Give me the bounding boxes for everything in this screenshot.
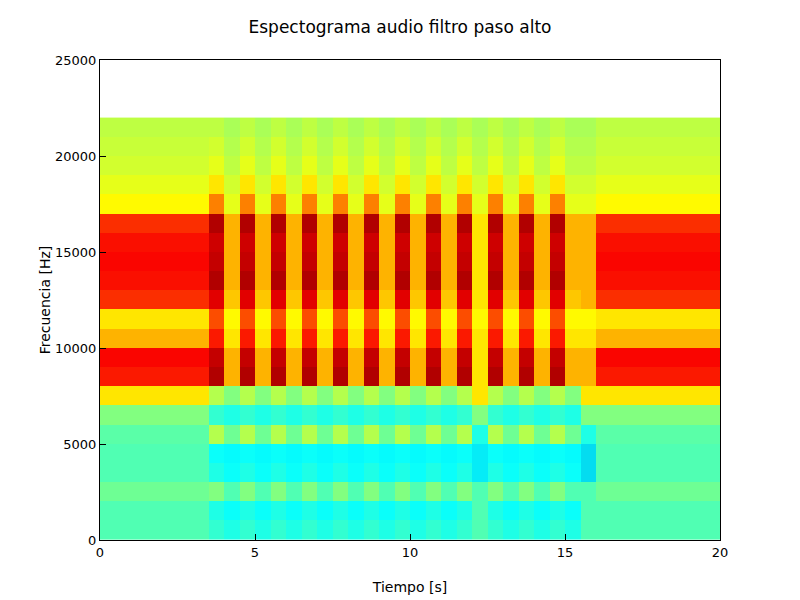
svg-text:10000: 10000 bbox=[55, 341, 96, 356]
svg-text:5: 5 bbox=[251, 545, 259, 560]
svg-text:0: 0 bbox=[88, 533, 96, 548]
svg-text:Frecuencia [Hz]: Frecuencia [Hz] bbox=[37, 246, 53, 355]
svg-text:15000: 15000 bbox=[55, 245, 96, 260]
svg-text:20000: 20000 bbox=[55, 149, 96, 164]
svg-text:5000: 5000 bbox=[63, 437, 96, 452]
svg-text:25000: 25000 bbox=[55, 53, 96, 68]
svg-text:Tiempo [s]: Tiempo [s] bbox=[372, 579, 447, 595]
svg-text:0: 0 bbox=[96, 545, 104, 560]
svg-text:20: 20 bbox=[712, 545, 729, 560]
svg-text:Espectograma audio filtro paso: Espectograma audio filtro paso alto bbox=[249, 17, 552, 37]
svg-text:10: 10 bbox=[402, 545, 419, 560]
svg-text:15: 15 bbox=[557, 545, 574, 560]
